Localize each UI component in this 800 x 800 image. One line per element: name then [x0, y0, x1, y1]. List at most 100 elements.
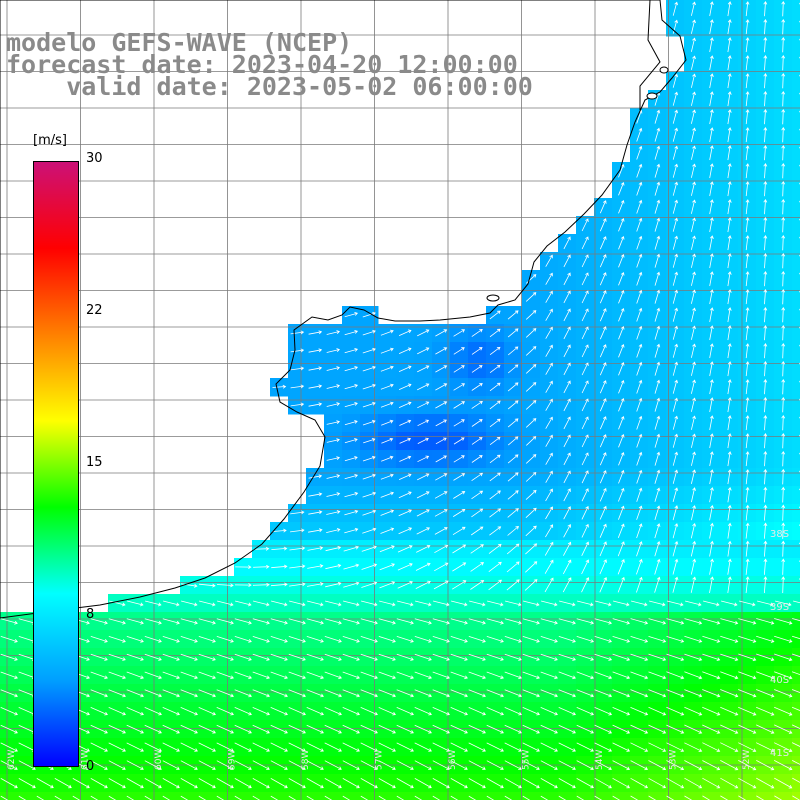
wind-arrow [763, 397, 768, 413]
wind-arrow [727, 55, 732, 71]
wind-arrow [727, 540, 732, 557]
wind-arrow [507, 508, 519, 518]
wind-speed-cell [792, 702, 800, 721]
wind-arrow [630, 618, 649, 625]
wind-arrow [468, 795, 477, 800]
wind-arrow [672, 181, 679, 196]
wind-arrow [235, 565, 252, 570]
wind-arrow [378, 636, 396, 643]
wind-arrow [666, 706, 685, 716]
wind-arrow [144, 689, 163, 698]
wind-arrow [198, 653, 216, 661]
wind-arrow [666, 742, 685, 752]
wind-arrow [763, 325, 768, 341]
wind-arrow [709, 487, 714, 503]
wind-arrow [522, 760, 540, 770]
wind-arrow [781, 576, 786, 594]
wind-arrow [745, 486, 750, 503]
wind-arrow [636, 469, 643, 484]
wind-arrow [326, 330, 341, 335]
wind-arrow [774, 706, 793, 716]
wind-arrow [654, 487, 661, 502]
wind-arrow [613, 600, 630, 607]
wind-arrow [599, 541, 607, 557]
wind-arrow [398, 509, 412, 517]
wind-arrow [468, 742, 486, 752]
wind-speed-cell [360, 792, 379, 800]
wind-arrow [489, 310, 501, 320]
latitude-label: 41S [770, 748, 789, 759]
wind-arrow [506, 561, 520, 573]
wind-arrow [672, 469, 679, 484]
wind-arrow [470, 562, 485, 572]
wind-arrow [559, 600, 576, 607]
wind-arrow [435, 455, 447, 463]
wind-arrow [270, 653, 288, 661]
wind-arrow [541, 600, 558, 607]
wind-arrow [709, 55, 714, 71]
wind-arrow [672, 523, 679, 539]
wind-arrow [618, 344, 625, 358]
wind-arrow [288, 707, 306, 716]
wind-arrow [672, 505, 679, 521]
wind-arrow [90, 724, 108, 734]
wind-arrow [507, 346, 519, 356]
wind-arrow [398, 491, 412, 499]
wind-arrow [636, 199, 643, 214]
wind-arrow [396, 689, 415, 698]
wind-arrow [252, 636, 270, 643]
wind-arrow [612, 618, 631, 625]
wind-arrow [398, 365, 412, 372]
wind-arrow [781, 468, 786, 485]
wind-arrow [691, 451, 696, 466]
wind-arrow [581, 290, 589, 304]
wind-arrow [636, 541, 643, 557]
wind-arrow [745, 127, 750, 143]
wind-arrow [36, 778, 54, 789]
wind-arrow [344, 366, 359, 372]
wind-arrow [126, 618, 144, 625]
wind-arrow [234, 671, 253, 680]
wind-arrow [504, 689, 523, 698]
wind-arrow [745, 289, 750, 305]
wind-arrow [636, 397, 643, 412]
wind-arrow [727, 379, 732, 395]
wind-arrow [745, 55, 750, 71]
colorbar-unit: [m/s] [33, 133, 67, 148]
wind-arrow [343, 581, 360, 588]
wind-arrow [452, 544, 467, 554]
wind-arrow [581, 362, 589, 376]
wind-arrow [290, 366, 305, 371]
wind-arrow [544, 541, 554, 556]
wind-arrow [636, 379, 643, 394]
wind-arrow [691, 397, 696, 412]
wind-arrow [756, 706, 775, 716]
wind-arrow [727, 91, 732, 107]
wind-arrow [252, 671, 271, 680]
wind-arrow [234, 583, 252, 588]
wind-arrow [486, 707, 504, 716]
wind-arrow [709, 91, 714, 107]
wind-arrow [756, 777, 775, 789]
wind-arrow [471, 490, 484, 500]
wind-arrow [362, 419, 376, 426]
wind-arrow [342, 724, 360, 734]
wind-arrow [594, 618, 613, 625]
wind-speed-cell [792, 450, 800, 469]
wind-arrow [453, 383, 466, 391]
wind-arrow [612, 671, 631, 680]
wind-arrow [702, 706, 721, 716]
wind-arrow [791, 653, 800, 658]
wind-arrow [507, 490, 519, 500]
wind-arrow [691, 73, 696, 88]
wind-arrow [398, 473, 412, 480]
wind-arrow [0, 760, 18, 770]
wind-arrow [216, 724, 234, 734]
wind-speed-cell [792, 630, 800, 649]
wind-arrow [630, 742, 649, 752]
wind-arrow [774, 777, 793, 789]
wind-arrow [289, 600, 306, 607]
wind-arrow [108, 636, 126, 643]
wind-arrow [781, 234, 786, 251]
wind-arrow [342, 707, 360, 716]
